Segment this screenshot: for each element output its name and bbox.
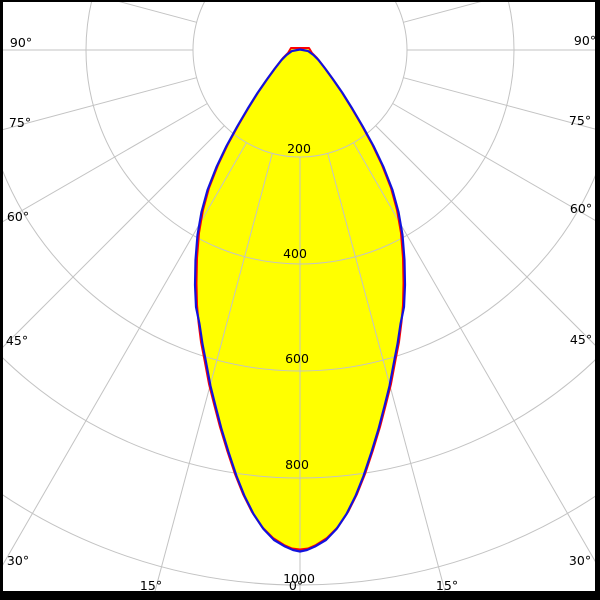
angle-label-left-30: 30° [7, 553, 29, 568]
angle-label-left-90: 90° [10, 35, 32, 50]
angle-label-right-45: 45° [570, 332, 592, 347]
angle-label-right-60: 60° [570, 201, 592, 216]
angle-label-bottom-0: 0° [289, 578, 303, 593]
angle-label-right-90: 90° [574, 33, 596, 48]
frame-border-top [0, 0, 600, 2]
angle-label-right-15: 15° [436, 578, 458, 593]
frame-border-right [595, 0, 600, 600]
ring-label-1000: 1000 [283, 571, 315, 586]
angle-label-right-30: 30° [569, 553, 591, 568]
angle-label-left-60: 60° [7, 209, 29, 224]
ring-label-600: 600 [285, 351, 309, 366]
angle-label-right-75: 75° [569, 113, 591, 128]
ring-label-400: 400 [283, 246, 307, 261]
axis-labels: 90° 75° 60° 45° 30° 15° 90° 75° 60° 45° … [6, 33, 596, 593]
angle-label-left-15: 15° [140, 578, 162, 593]
ring-label-800: 800 [285, 457, 309, 472]
ring-label-200: 200 [287, 141, 311, 156]
frame-border-left [0, 0, 3, 600]
angle-label-left-75: 75° [9, 115, 31, 130]
angle-label-left-45: 45° [6, 333, 28, 348]
intensity-curves [193, 47, 407, 553]
frame-border-bottom [0, 591, 600, 600]
